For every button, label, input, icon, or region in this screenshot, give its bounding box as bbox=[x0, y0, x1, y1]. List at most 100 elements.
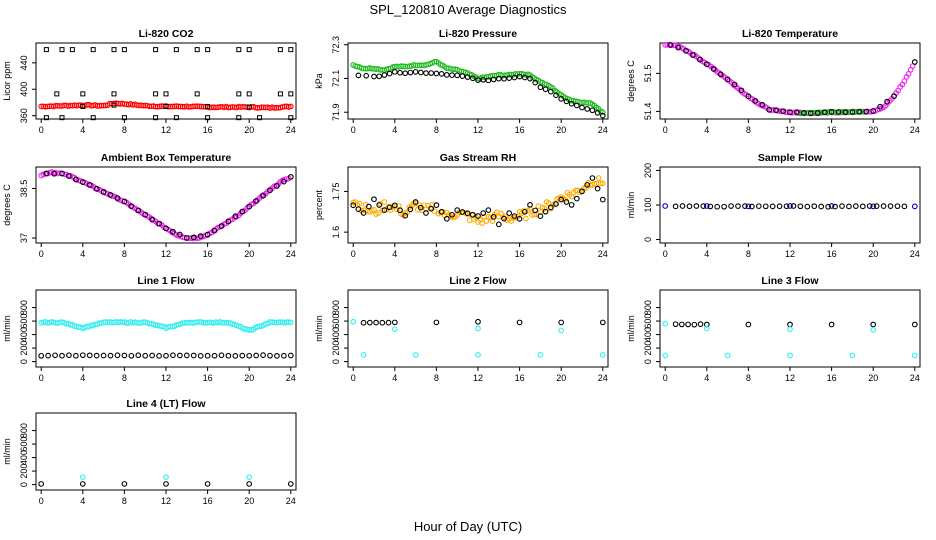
data-point bbox=[454, 207, 461, 213]
data-point bbox=[594, 110, 601, 116]
data-point bbox=[745, 93, 752, 100]
data-point bbox=[672, 321, 679, 328]
y-tick-label: 200 bbox=[643, 163, 653, 178]
data-point bbox=[443, 215, 450, 222]
data-point bbox=[225, 218, 232, 225]
y-tick-label: 800 bbox=[19, 423, 29, 438]
series-2 bbox=[662, 320, 918, 359]
data-point bbox=[360, 351, 367, 358]
data-point bbox=[402, 212, 409, 219]
y-tick-label: 51.4 bbox=[643, 103, 653, 121]
data-point bbox=[246, 474, 253, 481]
data-point bbox=[721, 203, 727, 210]
data-point bbox=[710, 66, 717, 72]
y-tick-label: 600 bbox=[643, 314, 653, 329]
data-point bbox=[391, 202, 398, 209]
x-tick-label: 4 bbox=[80, 373, 85, 383]
data-point bbox=[135, 352, 142, 359]
data-point bbox=[490, 214, 497, 220]
data-point bbox=[381, 207, 388, 213]
y-axis-label: ml/min bbox=[2, 315, 12, 342]
data-point bbox=[558, 196, 565, 203]
y-tick-label: 600 bbox=[19, 314, 29, 329]
y-tick-label: 360 bbox=[19, 108, 29, 123]
data-point bbox=[381, 72, 388, 78]
y-tick-label: 400 bbox=[331, 327, 341, 342]
panel-title: Sample Flow bbox=[758, 152, 823, 164]
data-point bbox=[267, 352, 273, 359]
data-point bbox=[801, 110, 807, 116]
data-point bbox=[156, 220, 162, 227]
data-point bbox=[51, 170, 58, 177]
x-tick-label: 12 bbox=[161, 373, 171, 383]
data-point bbox=[59, 115, 65, 121]
data-point bbox=[790, 203, 797, 209]
data-point bbox=[190, 352, 197, 359]
y-axis-label: ml/min bbox=[2, 438, 12, 465]
data-point bbox=[391, 68, 398, 75]
data-point bbox=[714, 203, 721, 210]
y-tick-label: 0 bbox=[643, 237, 653, 242]
x-tick-label: 0 bbox=[39, 249, 44, 259]
x-tick-label: 0 bbox=[351, 125, 356, 135]
y-tick-label: 72.1 bbox=[331, 70, 341, 88]
data-point bbox=[814, 110, 821, 116]
x-tick-label: 4 bbox=[704, 125, 709, 135]
data-point bbox=[563, 98, 570, 105]
data-point bbox=[288, 115, 294, 121]
data-point bbox=[236, 91, 242, 97]
data-point bbox=[597, 180, 604, 187]
series-2 bbox=[672, 203, 908, 210]
data-point bbox=[183, 352, 190, 359]
y-tick-label: 800 bbox=[643, 300, 653, 315]
data-point bbox=[662, 352, 669, 359]
data-point bbox=[218, 223, 225, 229]
data-point bbox=[589, 107, 596, 114]
data-point bbox=[537, 213, 544, 219]
data-point bbox=[825, 203, 831, 210]
data-point bbox=[832, 203, 838, 210]
data-point bbox=[911, 352, 918, 359]
data-point bbox=[287, 103, 294, 110]
data-point bbox=[839, 203, 845, 209]
data-point bbox=[45, 352, 51, 359]
data-point bbox=[163, 474, 169, 481]
data-point bbox=[111, 47, 117, 53]
y-tick-label: 600 bbox=[331, 314, 341, 329]
data-point bbox=[675, 44, 682, 51]
data-point bbox=[835, 109, 842, 115]
data-point bbox=[691, 321, 698, 328]
data-point bbox=[260, 352, 266, 359]
panel-4: Ambient Box Temperature degrees C 0 4 8 12 16 2… bbox=[2, 152, 297, 259]
data-point bbox=[738, 87, 745, 94]
data-point bbox=[80, 103, 86, 109]
y-tick-label: 51.5 bbox=[643, 65, 653, 83]
data-point bbox=[107, 191, 114, 198]
data-point bbox=[376, 202, 383, 208]
data-point bbox=[589, 175, 596, 181]
x-tick-label: 20 bbox=[556, 249, 566, 259]
data-point bbox=[381, 199, 388, 205]
panel-5: Gas Stream RH percent 0 4 8 12 16 20 24 1.6 1.75 bbox=[314, 152, 609, 259]
data-point bbox=[218, 352, 225, 359]
x-tick-label: 12 bbox=[161, 249, 171, 259]
data-point bbox=[522, 215, 529, 222]
data-point bbox=[584, 106, 591, 112]
data-point bbox=[870, 321, 877, 328]
data-point bbox=[246, 203, 253, 210]
x-tick-label: 8 bbox=[434, 373, 439, 383]
data-point bbox=[149, 352, 155, 359]
data-point bbox=[204, 231, 211, 238]
y-axis-label: degrees C bbox=[2, 184, 12, 226]
data-point bbox=[690, 52, 696, 58]
data-point bbox=[428, 70, 435, 76]
data-point bbox=[190, 234, 197, 241]
x-tick-label: 12 bbox=[161, 125, 171, 135]
data-point bbox=[100, 352, 107, 359]
data-point bbox=[870, 203, 877, 210]
data-point bbox=[877, 103, 883, 110]
data-point bbox=[568, 100, 575, 107]
x-tick-label: 16 bbox=[827, 373, 837, 383]
data-point bbox=[66, 173, 72, 179]
